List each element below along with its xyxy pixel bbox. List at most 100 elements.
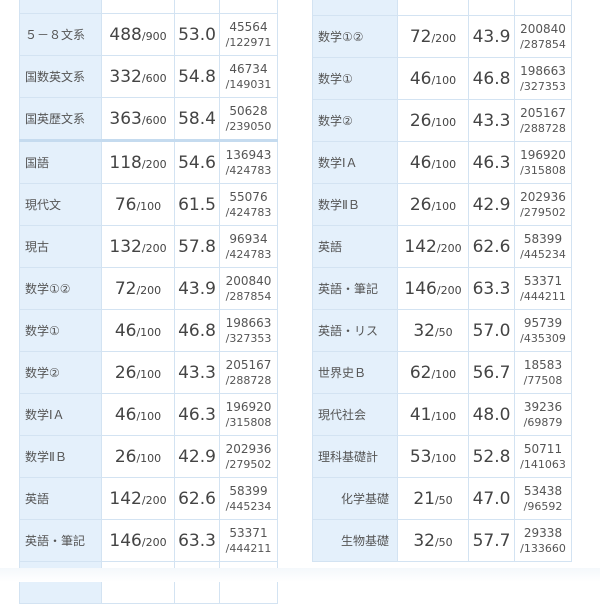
subject-label: 国語	[19, 140, 102, 184]
rank-value: 200840	[520, 21, 566, 36]
rank-total: /445234	[225, 499, 272, 513]
score-value: 26	[409, 110, 432, 131]
table-row: 化学基礎 21/50 47.0 53438/96592	[312, 477, 572, 520]
table-row: 数学ⅡＢ 26/100 42.9 202936/279502	[19, 435, 278, 478]
table-row: 現代社会 41/100 48.0 39236/69879	[312, 393, 572, 436]
score-value: 62	[409, 362, 432, 383]
table-row: 数学ⅡＢ 26/100 42.9 202936/279502	[312, 183, 572, 226]
subject-label: 数学①②	[312, 15, 398, 58]
rank-total: /149031	[225, 77, 272, 91]
score-max: /600	[141, 71, 167, 85]
score-max: /100	[431, 409, 457, 423]
rank-cell: 200840/287854	[514, 15, 572, 58]
subject-label: 英語・筆記	[19, 519, 102, 562]
table-row: ５－８文系 488/900 53.0 45564/122971	[19, 13, 278, 56]
table-row: 英語 142/200 62.6 58399/445234	[312, 225, 572, 268]
score-max: /200	[436, 283, 462, 297]
score-max: /100	[431, 73, 457, 87]
subject-label: 数学①	[312, 57, 398, 100]
rank-total: /239050	[225, 119, 272, 133]
score-max: /200	[141, 493, 167, 507]
subject-label: 数学①	[19, 309, 102, 352]
score-cell	[101, 0, 175, 14]
score-max: /200	[141, 241, 167, 255]
deviation-cell: 46.8	[174, 309, 220, 352]
score-cell: 26/100	[397, 183, 469, 226]
deviation-cell: 63.3	[174, 519, 220, 562]
rank-cell: 18583/77508	[514, 351, 572, 394]
rank-value: 45564	[229, 19, 268, 34]
rank-cell: 58399/445234	[219, 477, 278, 520]
subject-label: 数学ⅡＢ	[312, 183, 398, 226]
rank-cell	[514, 0, 572, 16]
table-row	[19, 0, 278, 14]
score-value: 488	[109, 24, 142, 45]
rank-cell: 202936/279502	[514, 183, 572, 226]
score-value: 142	[404, 236, 437, 257]
score-cell: 142/200	[101, 477, 175, 520]
score-cell: 46/100	[101, 393, 175, 436]
table-row: 数学①② 72/200 43.9 200840/287854	[312, 15, 572, 58]
deviation-cell: 57.7	[468, 519, 515, 562]
rank-cell: 39236/69879	[514, 393, 572, 436]
subject-label: 現代文	[19, 183, 102, 226]
rank-cell: 205167/288728	[514, 99, 572, 142]
rank-total: /279502	[520, 205, 566, 219]
rank-total: /315808	[225, 415, 272, 429]
score-max: /50	[434, 325, 453, 339]
score-max: /200	[436, 241, 462, 255]
score-cell: 53/100	[397, 435, 469, 478]
subject-label: 数学①②	[19, 267, 102, 310]
deviation-cell: 62.6	[468, 225, 515, 268]
table-row: 国英歴文系 363/600 58.4 50628/239050	[19, 97, 278, 142]
table-row: 英語・筆記 146/200 63.3 53371/444211	[312, 267, 572, 310]
score-cell: 26/100	[397, 99, 469, 142]
score-cell: 72/200	[101, 267, 175, 310]
rank-total: /141063	[520, 457, 566, 471]
table-row: 現代文 76/100 61.5 55076/424783	[19, 183, 278, 226]
score-max: /200	[141, 157, 167, 171]
subject-label: 英語	[312, 225, 398, 268]
rank-cell: 46734/149031	[219, 55, 278, 98]
rank-value: 53371	[229, 525, 268, 540]
score-value: 72	[409, 26, 432, 47]
rank-value: 205167	[520, 105, 566, 120]
score-cell: 46/100	[397, 141, 469, 184]
score-cell: 146/200	[101, 519, 175, 562]
subject-label: 国数英文系	[19, 55, 102, 98]
page-bottom-fade	[0, 568, 600, 582]
score-cell: 46/100	[101, 309, 175, 352]
deviation-cell: 58.4	[174, 97, 220, 142]
score-value: 26	[409, 194, 432, 215]
deviation-cell: 61.5	[174, 183, 220, 226]
deviation-cell: 46.3	[174, 393, 220, 436]
rank-total: /287854	[520, 37, 566, 51]
score-value: 26	[114, 362, 137, 383]
subject-label: 数学②	[312, 99, 398, 142]
rank-value: 198663	[225, 315, 272, 330]
rank-total: /315808	[520, 163, 566, 177]
rank-value: 55076	[229, 189, 268, 204]
score-cell: 488/900	[101, 13, 175, 56]
rank-cell: 196920/315808	[514, 141, 572, 184]
subject-label: 英語・筆記	[312, 267, 398, 310]
rank-cell: 45564/122971	[219, 13, 278, 56]
rank-cell: 53438/96592	[514, 477, 572, 520]
rank-total: /96592	[523, 499, 563, 513]
subject-label: 数学②	[19, 351, 102, 394]
score-value: 46	[409, 152, 432, 173]
deviation-cell: 54.6	[174, 140, 220, 184]
rank-total: /327353	[225, 331, 272, 345]
rank-value: 29338	[523, 525, 563, 540]
score-cell: 32/50	[397, 519, 469, 562]
deviation-cell: 56.7	[468, 351, 515, 394]
rank-cell: 53371/444211	[219, 519, 278, 562]
rank-value: 53371	[523, 273, 563, 288]
table-row: 英語 142/200 62.6 58399/445234	[19, 477, 278, 520]
score-cell: 46/100	[397, 57, 469, 100]
table-row: 数学ⅠＡ 46/100 46.3 196920/315808	[312, 141, 572, 184]
table-row: 世界史Ｂ 62/100 56.7 18583/77508	[312, 351, 572, 394]
score-max: /100	[136, 325, 162, 339]
score-max: /200	[431, 31, 457, 45]
rank-total: /424783	[225, 205, 272, 219]
